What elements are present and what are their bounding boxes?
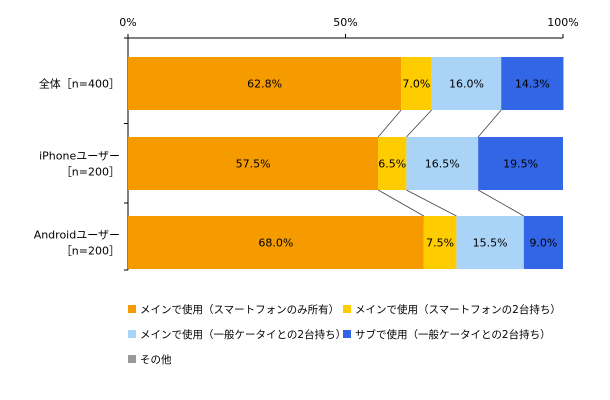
bar-segment — [378, 137, 407, 190]
series-connector-line — [406, 189, 457, 217]
bar-segment — [128, 137, 379, 190]
bar-segment — [501, 57, 564, 110]
bar-segment — [401, 57, 432, 110]
legend-swatch — [343, 305, 351, 313]
category-label: Androidユーザー — [34, 229, 120, 242]
bars-layer — [128, 57, 564, 269]
bar-segment — [478, 137, 563, 190]
bar-segment — [431, 57, 502, 110]
series-connector-line — [406, 109, 432, 138]
x-tick-label: 100% — [547, 16, 578, 29]
category-label: iPhoneユーザー — [39, 150, 120, 163]
legend-entry-label: メインで使用（一般ケータイとの2台持ち） — [140, 328, 346, 341]
labels-layer: 62.8% 7.0% 16.0% 14.3% 57.5% 6.5% 16.5% 19.5% 68… — [236, 78, 558, 250]
legend-entry-label: その他 — [140, 353, 172, 366]
legend-entry-label: サブで使用（一般ケータイとの2台持ち） — [355, 328, 551, 341]
data-label: 16.5% — [425, 158, 460, 171]
category-label: ［n=200］ — [61, 245, 120, 258]
legend-swatch — [128, 355, 136, 363]
bar-segment — [406, 137, 479, 190]
series-connector-line — [377, 109, 402, 138]
data-label: 7.5% — [426, 237, 454, 250]
series-connector-line — [377, 189, 424, 217]
legend: メインで使用（スマートフォンのみ所有） メインで使用（スマートフォンの2台持ち） メ… — [128, 303, 561, 366]
series-connector-line — [477, 189, 525, 217]
series-lines-layer — [377, 109, 525, 217]
bar-segment — [456, 216, 524, 269]
category-label: 全体［n=400］ — [39, 77, 120, 91]
data-label: 62.8% — [247, 78, 282, 91]
x-tick-label: 50% — [333, 16, 357, 29]
data-label: 57.5% — [236, 158, 271, 171]
legend-swatch — [128, 330, 136, 338]
data-label: 16.0% — [449, 78, 484, 91]
data-label: 7.0% — [402, 78, 430, 91]
legend-swatch — [128, 305, 136, 313]
bar-segment — [423, 216, 457, 269]
series-connector-line — [477, 109, 502, 138]
data-label: 14.3% — [515, 78, 550, 91]
x-tick-label: 0% — [119, 16, 136, 29]
bar-segment — [128, 57, 402, 110]
data-label: 68.0% — [258, 237, 293, 250]
legend-entry-label: メインで使用（スマートフォンの2台持ち） — [355, 303, 561, 316]
bar-segment — [128, 216, 424, 269]
legend-swatch — [343, 330, 351, 338]
axis-layer: 0% 50% 100% 全体［n=400］ iPhoneユーザー ［n=200］ Andro… — [34, 16, 579, 271]
category-label: ［n=200］ — [61, 166, 120, 179]
data-label: 15.5% — [473, 237, 508, 250]
data-label: 9.0% — [529, 237, 557, 250]
data-label: 6.5% — [378, 158, 406, 171]
bar-segment — [523, 216, 563, 269]
data-label: 19.5% — [503, 158, 538, 171]
legend-entry-label: メインで使用（スマートフォンのみ所有） — [140, 303, 339, 316]
